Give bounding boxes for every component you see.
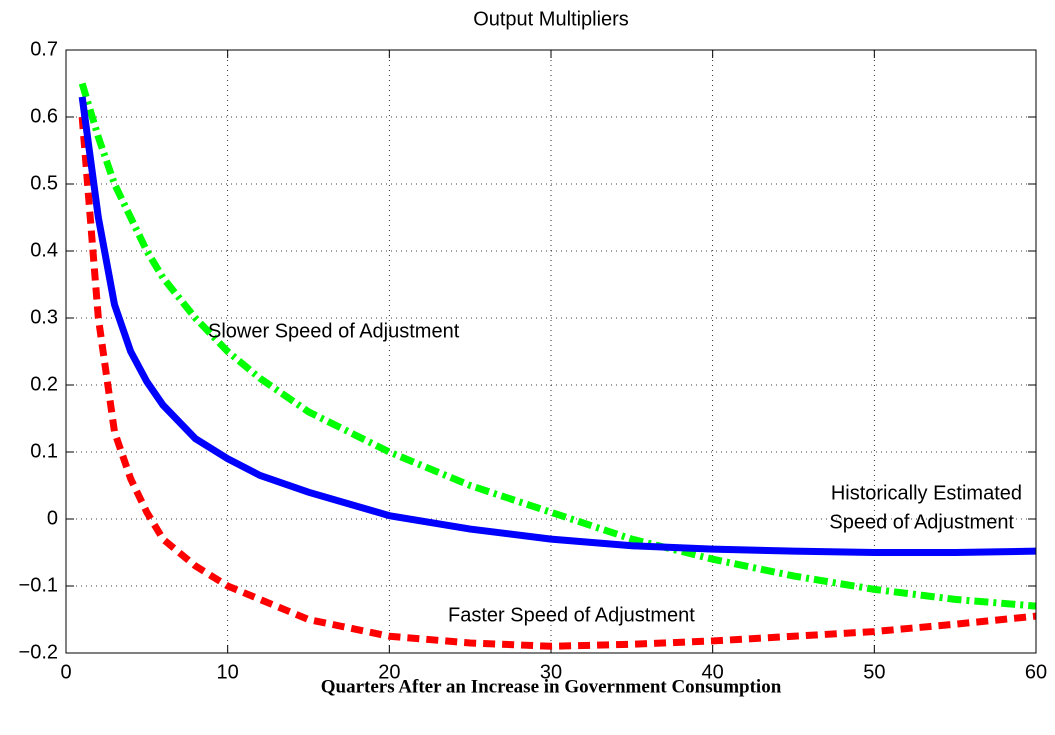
x-axis-label: Quarters After an Increase in Government… xyxy=(321,676,782,697)
annotation: Speed of Adjustment xyxy=(829,511,1014,533)
x-tick-label: 0 xyxy=(60,661,71,683)
y-tick-label: 0.7 xyxy=(30,38,58,60)
y-tick-label: 0 xyxy=(47,507,58,529)
annotation: Historically Estimated xyxy=(831,482,1022,504)
x-tick-label: 60 xyxy=(1025,661,1047,683)
line-series xyxy=(78,116,1037,650)
x-tick-label: 10 xyxy=(217,661,239,683)
y-tick-label: 0.2 xyxy=(30,373,58,395)
y-tick-label: 0.4 xyxy=(30,239,58,261)
x-tick-label: 20 xyxy=(378,661,400,683)
x-tick-label: 50 xyxy=(863,661,885,683)
chart-title: Output Multipliers xyxy=(473,8,629,30)
y-tick-label: −0.1 xyxy=(19,574,58,596)
line-series xyxy=(78,96,1037,556)
y-tick-label: 0.5 xyxy=(30,172,58,194)
line-series xyxy=(78,82,1037,610)
annotation: Slower Speed of Adjustment xyxy=(208,320,460,342)
annotation: Faster Speed of Adjustment xyxy=(448,604,695,626)
y-tick-label: 0.1 xyxy=(30,440,58,462)
x-tick-label: 40 xyxy=(702,661,724,683)
plot-frame xyxy=(65,49,1037,654)
x-tick-label: 30 xyxy=(540,661,562,683)
y-tick-label: 0.6 xyxy=(30,105,58,127)
y-tick-label: 0.3 xyxy=(30,306,58,328)
y-tick-label: −0.2 xyxy=(19,641,58,663)
